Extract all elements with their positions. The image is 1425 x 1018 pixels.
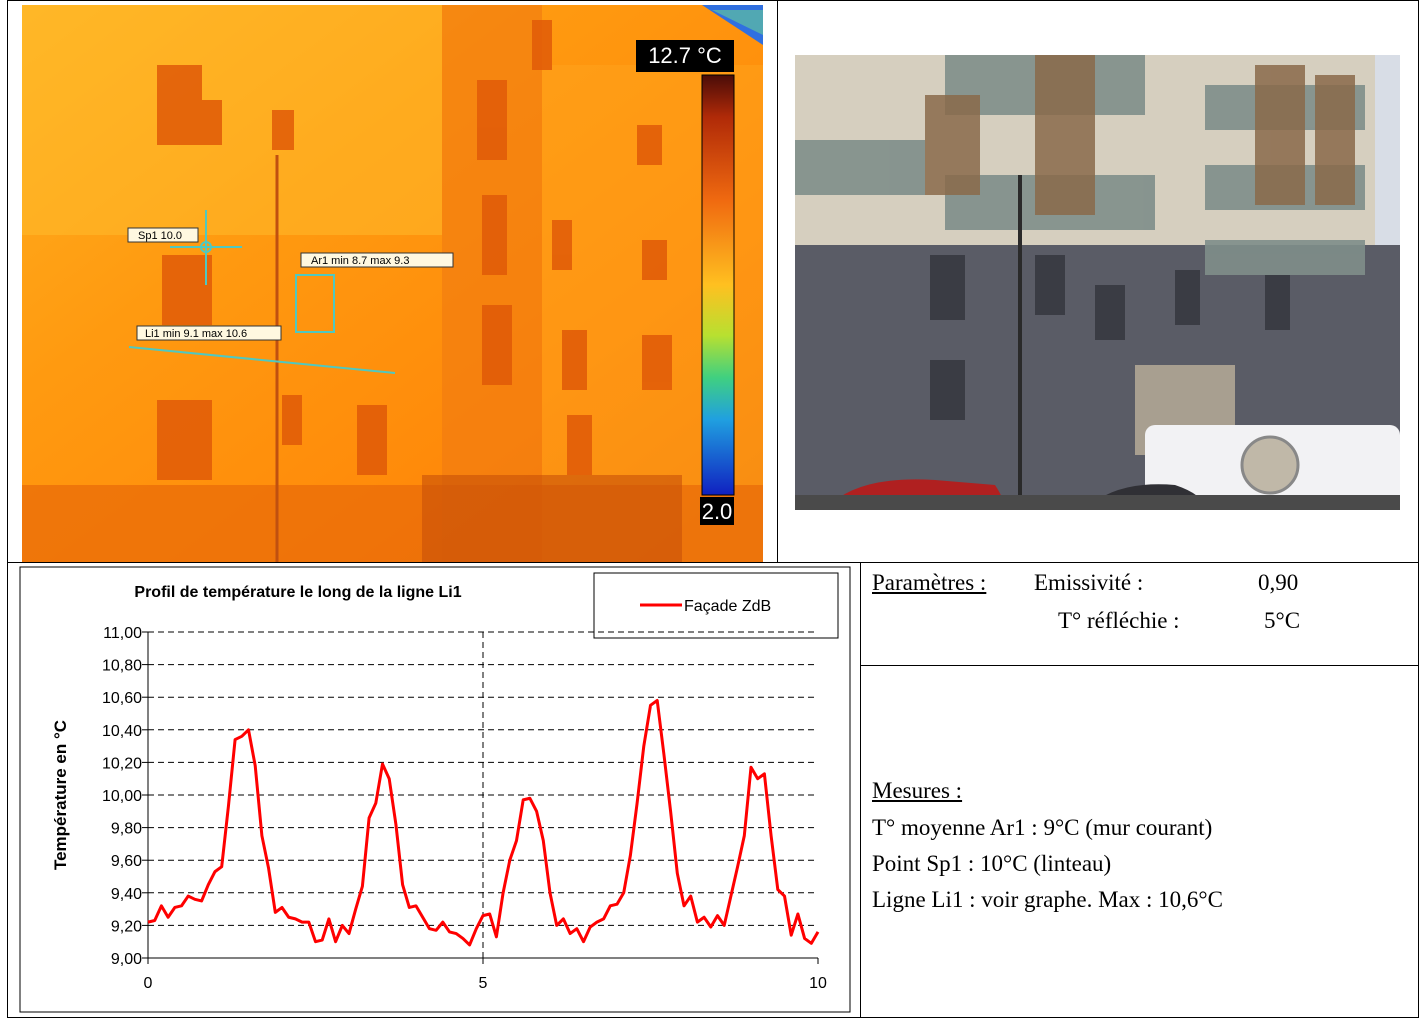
scale-min: 2.0 bbox=[702, 499, 733, 524]
y-tick-label: 9,40 bbox=[111, 886, 142, 903]
y-tick-label: 10,00 bbox=[102, 788, 142, 805]
y-tick-label: 10,20 bbox=[102, 755, 142, 772]
cell-measures bbox=[860, 665, 1419, 1018]
x-tick-label: 10 bbox=[809, 975, 827, 992]
page: {"thermal_image": {"scale_max": "12.7 °C… bbox=[0, 0, 1425, 1018]
chart: Profil de température le long de la lign… bbox=[0, 563, 860, 1018]
label-ar1: Ar1 min 8.7 max 9.3 bbox=[311, 255, 409, 267]
param-value: 5°C bbox=[1264, 608, 1300, 634]
y-tick-label: 10,80 bbox=[102, 658, 142, 675]
y-tick-label: 9,00 bbox=[111, 951, 142, 968]
measure-line: Ligne Li1 : voir graphe. Max : 10,6°C bbox=[872, 887, 1223, 913]
param-label: T° réfléchie : bbox=[1058, 608, 1180, 634]
scale-max: 12.7 °C bbox=[648, 43, 722, 68]
chart-title: Profil de température le long de la lign… bbox=[134, 584, 461, 601]
y-axis-label: Température en °C bbox=[51, 720, 70, 870]
thermal-image: Sp1 10.0 Ar1 min 8.7 max 9.3 Li1 min 9.1… bbox=[22, 5, 763, 562]
y-tick-label: 9,60 bbox=[111, 853, 142, 870]
param-label: Emissivité : bbox=[1034, 570, 1143, 596]
y-tick-label: 10,40 bbox=[102, 723, 142, 740]
measures-heading: Mesures : bbox=[872, 778, 962, 804]
measure-line: T° moyenne Ar1 : 9°C (mur courant) bbox=[872, 815, 1212, 841]
facade-photo bbox=[795, 55, 1400, 510]
y-tick-label: 10,60 bbox=[102, 690, 142, 707]
legend-label: Façade ZdB bbox=[684, 598, 771, 615]
label-li1: Li1 min 9.1 max 10.6 bbox=[145, 328, 247, 340]
parameters-heading: Paramètres : bbox=[872, 570, 986, 596]
y-tick-label: 9,20 bbox=[111, 918, 142, 935]
param-value: 0,90 bbox=[1258, 570, 1298, 596]
measure-line: Point Sp1 : 10°C (linteau) bbox=[872, 851, 1111, 877]
x-tick-label: 0 bbox=[144, 975, 153, 992]
y-tick-label: 11,00 bbox=[103, 625, 142, 642]
y-tick-label: 9,80 bbox=[111, 821, 142, 838]
x-tick-label: 5 bbox=[479, 975, 488, 992]
label-sp1: Sp1 10.0 bbox=[138, 230, 182, 242]
